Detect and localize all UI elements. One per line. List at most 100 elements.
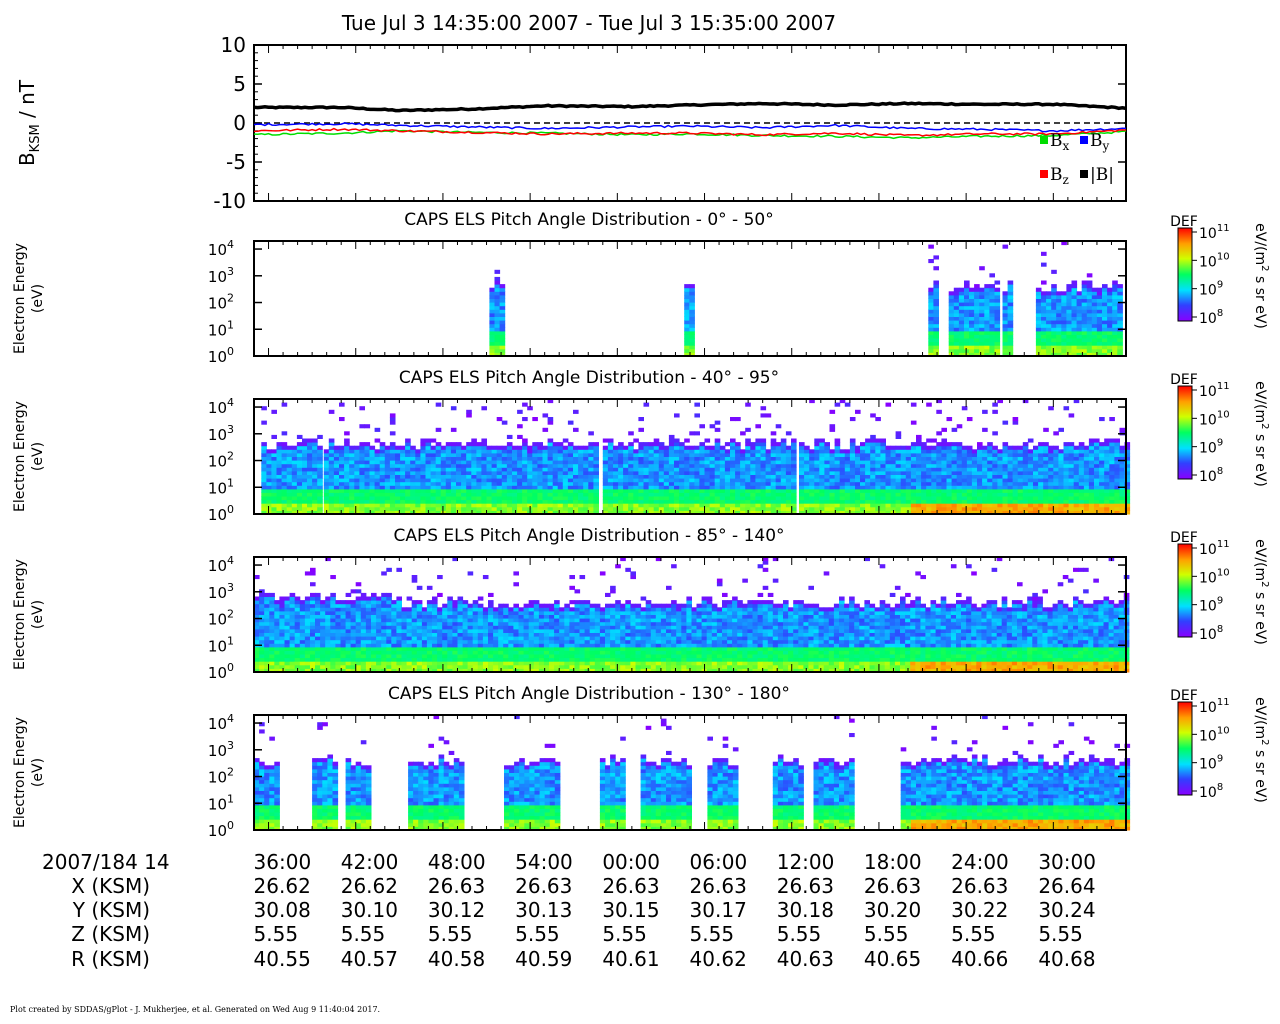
spectrogram-cell xyxy=(607,485,614,490)
spectrogram-cell xyxy=(989,320,995,325)
spectrogram-cell xyxy=(389,492,396,497)
spectrogram-cell xyxy=(496,510,503,515)
spectrogram-cell xyxy=(491,445,498,450)
spectrogram-cell xyxy=(445,492,452,497)
spectrogram-cell xyxy=(400,452,406,457)
spectrogram-cell xyxy=(573,499,579,504)
spectrogram-cell xyxy=(456,470,462,475)
spectrogram-cell xyxy=(775,506,782,511)
spectrogram-cell xyxy=(933,327,939,332)
spectrogram-cell xyxy=(1038,445,1044,450)
spectrogram-cell xyxy=(964,352,970,357)
spectrogram-cell xyxy=(517,424,523,429)
spectrogram-cell xyxy=(946,488,953,493)
spectrogram-cell xyxy=(254,600,260,605)
spectrogram-cell xyxy=(364,485,371,490)
spectrogram-cell xyxy=(969,294,975,299)
spectrogram-cell xyxy=(1117,298,1123,303)
spectrogram-cell xyxy=(450,445,457,450)
spectrogram-cell xyxy=(1091,287,1098,292)
spectrogram-cell xyxy=(481,481,487,486)
spectrogram-cell xyxy=(684,312,690,317)
spectrogram-cell xyxy=(921,492,927,497)
spectrogram-cell xyxy=(765,481,772,486)
spectrogram-title: CAPS ELS Pitch Angle Distribution - 40° … xyxy=(399,368,779,388)
spectrogram-cell xyxy=(307,445,313,450)
spectrogram-cell xyxy=(1007,456,1014,461)
spectrogram-cell xyxy=(1066,294,1072,299)
spectrogram-cell xyxy=(310,625,316,630)
spectrogram-cell xyxy=(971,492,978,497)
spectrogram-cell xyxy=(618,492,624,497)
spectrogram-cell xyxy=(928,345,934,350)
spectrogram-cell xyxy=(658,496,665,501)
spectrogram-cell xyxy=(824,445,830,450)
spectrogram-cell xyxy=(389,467,396,472)
spectrogram-cell xyxy=(1041,298,1047,303)
spectrogram-cell xyxy=(374,503,381,508)
spectrogram-cell xyxy=(562,449,569,454)
spectrogram-cell xyxy=(445,452,452,457)
mag-y-tick-label: 5 xyxy=(233,72,246,96)
spectrogram-cell xyxy=(809,399,815,404)
spectrogram-cell xyxy=(1071,284,1078,289)
spectrogram-cell xyxy=(809,478,815,483)
spectrogram-cell xyxy=(855,485,861,490)
spectrogram-cell xyxy=(910,463,917,468)
spectrogram-cell xyxy=(740,431,746,436)
spectrogram-cell xyxy=(323,474,330,479)
spectrogram-cell xyxy=(966,499,973,504)
spectrogram-cell xyxy=(964,330,970,335)
spectrogram-cell xyxy=(602,438,609,443)
spectrogram-cell xyxy=(974,345,980,350)
spectrogram-cell xyxy=(1081,352,1088,357)
spectrogram-cell xyxy=(849,499,856,504)
spectrogram-cell xyxy=(961,406,968,411)
spectrogram-cell xyxy=(274,618,280,623)
spectrogram-cell xyxy=(875,460,881,465)
spectrogram-cell xyxy=(271,474,277,479)
spectrogram-cell xyxy=(1041,334,1047,339)
spectrogram-cell xyxy=(994,291,1001,296)
spectrogram-cell xyxy=(339,449,345,454)
spectrogram-cell xyxy=(709,488,716,493)
spectrogram-cell xyxy=(674,481,680,486)
spectrogram-cell xyxy=(941,467,947,472)
spectrogram-cell xyxy=(829,510,836,515)
spectrogram-cell xyxy=(1002,320,1009,325)
spectrogram-cell xyxy=(953,327,960,332)
spectrogram-cell xyxy=(704,463,711,468)
legend-swatch xyxy=(1040,170,1048,178)
colorbar-tick-exp: 11 xyxy=(1217,381,1230,392)
spectrogram-cell xyxy=(984,316,990,321)
spectrogram-cell xyxy=(785,460,792,465)
spectrogram-cell xyxy=(809,485,815,490)
spectrogram-cell xyxy=(573,460,579,465)
spectrogram-cell xyxy=(588,456,594,461)
spectrogram-cell xyxy=(269,657,275,662)
spectrogram-cell xyxy=(997,496,1003,501)
spectrogram-cell xyxy=(643,463,650,468)
spectrogram-cell xyxy=(491,506,498,511)
spectrogram-cell xyxy=(613,499,619,504)
spectrogram-cell xyxy=(951,470,958,475)
spectrogram-cell xyxy=(344,470,350,475)
spectrogram-cell xyxy=(844,492,851,497)
spectrogram-cell xyxy=(724,492,731,497)
spectrogram-cell xyxy=(809,474,815,479)
spectrogram-cell xyxy=(481,510,487,515)
spectrogram-cell xyxy=(648,506,655,511)
spectrogram-cell xyxy=(849,503,856,508)
spectrogram-cell xyxy=(1109,488,1115,493)
spectrogram-cell xyxy=(956,460,963,465)
spectrogram-cell xyxy=(302,481,308,486)
spectrogram-cell xyxy=(953,312,960,317)
spectrogram-cell xyxy=(974,298,980,303)
spectrogram-cell xyxy=(977,442,983,447)
spectrogram-cell xyxy=(714,499,721,504)
spectrogram-cell xyxy=(607,499,614,504)
spectrogram-cell xyxy=(261,449,267,454)
spectrogram-cell xyxy=(1078,445,1085,450)
spectrogram-cell xyxy=(1051,330,1057,335)
spectrogram-cell xyxy=(1012,510,1019,515)
